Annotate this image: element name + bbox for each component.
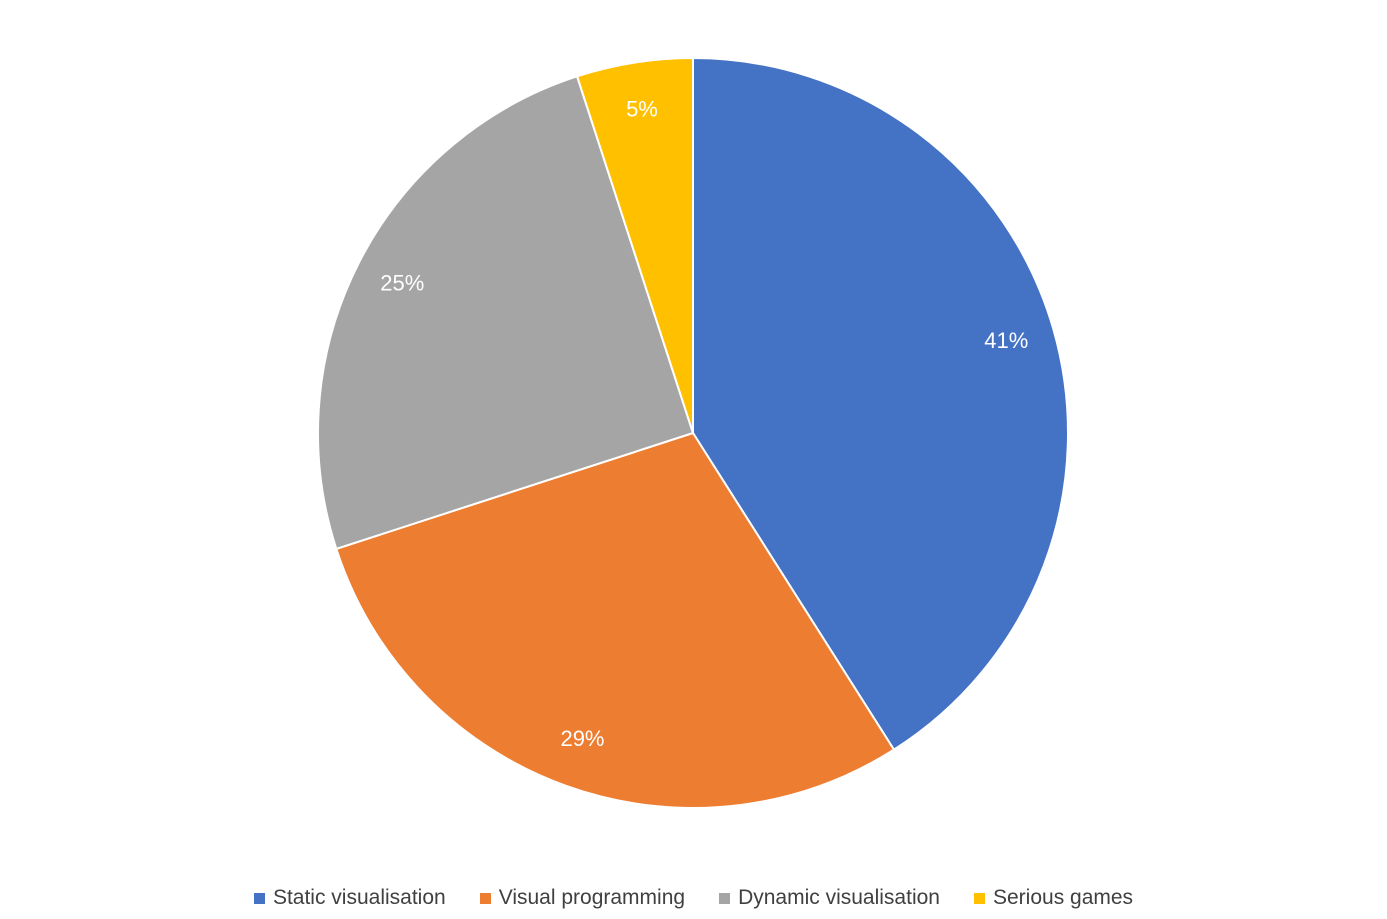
legend-item-static-visualisation: Static visualisation <box>253 886 446 910</box>
pie-slice-dynamic-visualisation <box>317 75 695 551</box>
legend-swatch <box>479 892 491 904</box>
legend-item-dynamic-visualisation: Dynamic visualisation <box>719 886 940 910</box>
pie-slices <box>317 56 1069 809</box>
data-label-visual-programming: 29% <box>560 726 604 751</box>
legend-swatch <box>253 892 265 904</box>
legend-item-serious-games: Serious games <box>973 886 1134 910</box>
legend-swatch <box>973 892 985 904</box>
legend-label: Static visualisation <box>272 886 446 909</box>
legend-label: Dynamic visualisation <box>738 886 940 909</box>
data-label-static-visualisation: 41% <box>984 328 1028 353</box>
pie-slice-serious-games <box>575 56 694 434</box>
legend-swatch <box>719 892 731 904</box>
legend-label: Visual programming <box>498 886 686 909</box>
legend-label: Serious games <box>992 886 1134 909</box>
pie-data-labels: 41% 29% 25% 5% <box>380 97 1028 751</box>
pie-slice-static-visualisation <box>692 56 1069 752</box>
chart-legend: Static visualisation Visual programming Dy… <box>0 884 1387 912</box>
pie-slice-visual-programming <box>335 431 896 809</box>
data-label-serious-games: 5% <box>626 97 658 122</box>
legend-item-visual-programming: Visual programming <box>479 886 686 910</box>
data-label-dynamic-visualisation: 25% <box>380 271 424 296</box>
